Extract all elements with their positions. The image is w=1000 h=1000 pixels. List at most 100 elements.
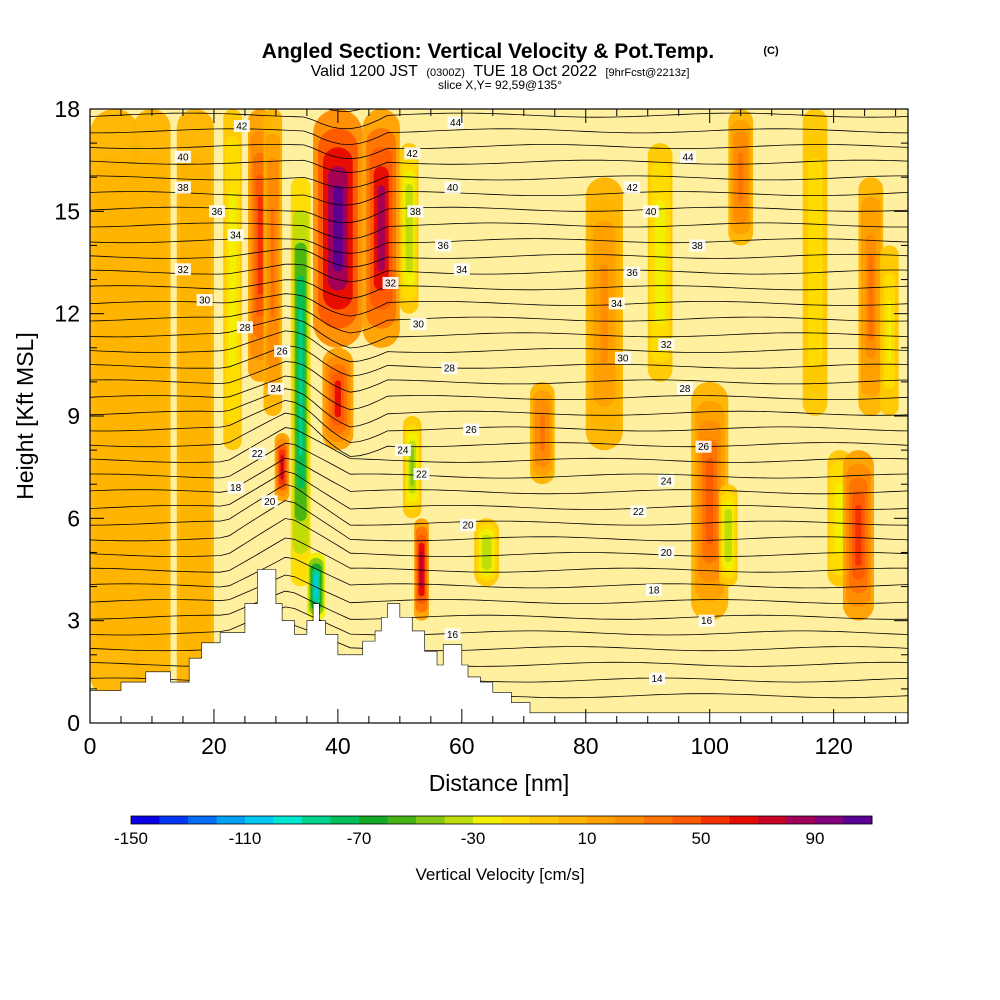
x-tick-label: 20 (201, 733, 227, 759)
contour-label: 30 (614, 352, 631, 365)
velocity-band (868, 253, 874, 340)
colorbar-swatch (330, 816, 360, 824)
velocity-band (600, 264, 609, 363)
velocity-band (257, 196, 263, 295)
velocity-band (539, 414, 545, 452)
contour-label-text: 30 (413, 319, 425, 330)
y-tick-label: 18 (54, 96, 80, 122)
terrain-mask (89, 569, 909, 724)
contour-label: 32 (382, 276, 399, 289)
velocity-band (270, 207, 275, 318)
contour-label: 22 (413, 467, 430, 480)
velocity-feature (290, 177, 311, 587)
contour-label-bg (233, 120, 250, 133)
contour-label-bg (267, 382, 284, 395)
contour-label-bg (394, 444, 411, 457)
isentrope-line (90, 263, 908, 283)
contour-label: 18 (227, 481, 244, 494)
colorbar-tick-label: -70 (347, 829, 372, 848)
velocity-band (191, 297, 200, 511)
velocity-feature (647, 143, 673, 382)
isentrope-line (90, 238, 908, 254)
velocity-band (812, 207, 818, 318)
colorbar-swatch (758, 816, 787, 824)
colorbar-swatch (387, 816, 417, 824)
contour-label-text: 14 (651, 674, 663, 685)
velocity-feature (362, 109, 400, 348)
colorbar-swatch (501, 816, 531, 824)
y-tick-label: 15 (54, 198, 80, 224)
velocity-band (420, 551, 424, 588)
contour-label-text: 38 (410, 207, 422, 218)
contour-label: 38 (689, 239, 706, 252)
contour-label-text: 22 (416, 469, 428, 480)
contour-label: 40 (642, 205, 659, 218)
contour-label-text: 34 (611, 299, 623, 310)
contour-label: 24 (658, 474, 675, 487)
contour-label-bg (689, 239, 706, 252)
colorbar-tick-label: 90 (806, 829, 825, 848)
colorbar-swatch (644, 816, 673, 824)
contour-label: 26 (695, 440, 712, 453)
colorbar-swatch (530, 816, 559, 824)
isentrope-line (90, 442, 908, 479)
x-tick-label: 100 (691, 733, 729, 759)
colorbar-tick-label: 10 (578, 829, 597, 848)
contour-label: 32 (174, 263, 191, 276)
contour-label-text: 18 (230, 483, 242, 494)
contour-label-text: 30 (199, 296, 211, 307)
contour-label-text: 42 (407, 149, 419, 160)
contour-label-bg (453, 263, 470, 276)
contour-label-bg (236, 321, 253, 334)
colorbar-swatch (587, 816, 616, 824)
isentrope-line (90, 317, 908, 349)
x-tick-label: 60 (449, 733, 475, 759)
contour-label: 36 (624, 266, 641, 279)
velocity-feature (263, 109, 283, 416)
isentrope-line (90, 537, 908, 573)
contour-label-text: 28 (444, 364, 456, 375)
contour-label: 40 (444, 181, 461, 194)
contour-label-text: 28 (239, 323, 251, 334)
velocity-feature (176, 109, 214, 700)
isentrope-line (90, 248, 908, 268)
colorbar-swatch (786, 816, 816, 824)
contour-label-bg (649, 672, 666, 685)
contour-label-bg (209, 205, 226, 218)
contour-label-bg (680, 150, 697, 163)
contour-label-text: 22 (252, 449, 264, 460)
contour-label-text: 44 (682, 152, 694, 163)
velocity-band (334, 380, 341, 418)
isentrope-line (90, 399, 908, 443)
y-tick-label: 3 (67, 608, 80, 634)
contour-label-bg (608, 297, 625, 310)
isentrope-line (90, 206, 908, 223)
contour-label-text: 20 (462, 521, 474, 532)
contour-label: 42 (404, 147, 421, 160)
contour-label-bg (676, 382, 693, 395)
valid-date: TUE 18 Oct 2022 (473, 63, 597, 80)
contour-label-bg (274, 345, 291, 358)
colorbar-swatch (245, 816, 274, 824)
contour-label: 42 (624, 181, 641, 194)
isentrope-line (90, 222, 908, 240)
velocity-feature (728, 109, 754, 246)
colorbar-tick-label: -150 (114, 829, 148, 848)
contour-label-text: 24 (270, 384, 282, 395)
isentrope-line (90, 427, 908, 463)
contour-label-bg (410, 317, 427, 330)
contour-label-bg (227, 481, 244, 494)
contour-label-text: 26 (698, 442, 710, 453)
isentrope-line (90, 144, 908, 160)
contour-label: 26 (274, 345, 291, 358)
x-tick-label: 0 (84, 733, 97, 759)
contour-label-text: 40 (645, 207, 657, 218)
velocity-band (377, 185, 385, 272)
colorbar-swatch (359, 816, 388, 824)
contour-label-text: 36 (627, 268, 639, 279)
contour-label-text: 44 (450, 118, 462, 129)
isentrope-line (90, 412, 908, 457)
isentrope-line (90, 293, 908, 317)
velocity-feature (585, 177, 623, 451)
contour-label: 24 (267, 382, 284, 395)
